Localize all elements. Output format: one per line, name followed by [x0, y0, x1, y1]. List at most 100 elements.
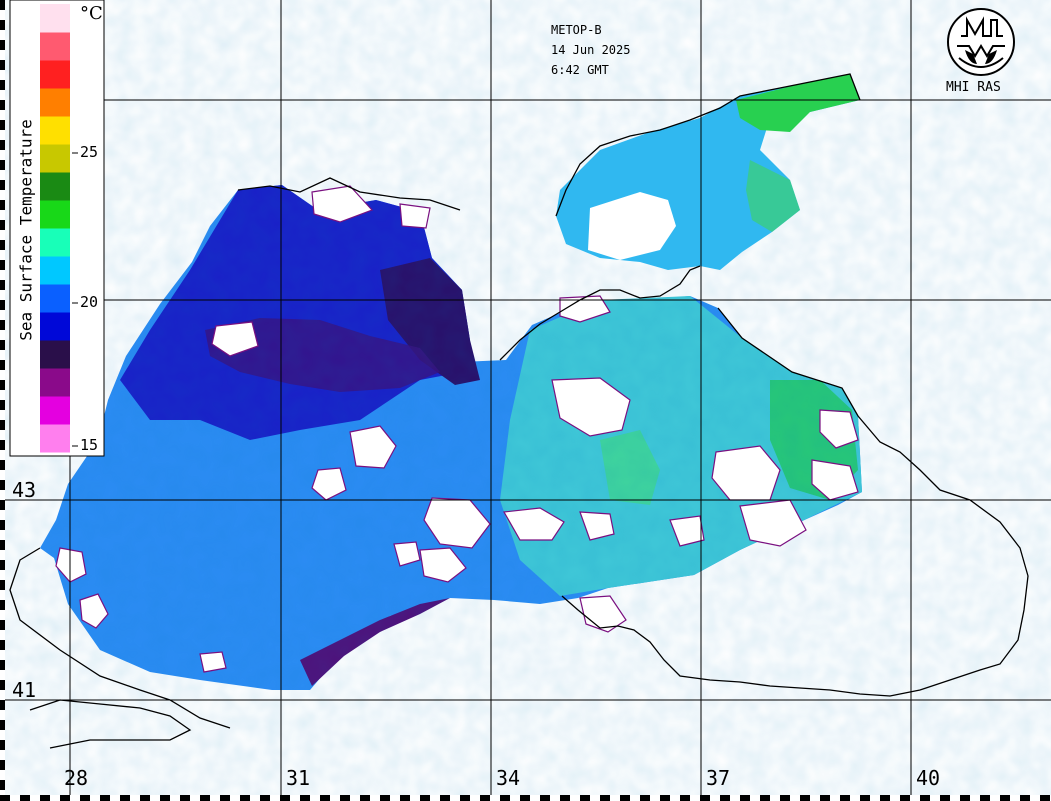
scale-segment: [300, 795, 310, 801]
scale-segment: [660, 795, 670, 801]
scale-segment: [0, 100, 5, 110]
scale-segment: [790, 795, 800, 801]
colorbar-tick-label: 20: [80, 293, 99, 311]
cloud-patch: [349, 425, 397, 469]
cloud-patch: [55, 547, 87, 583]
logo-label: MHI RAS: [946, 80, 1001, 95]
cloud-patch: [311, 467, 347, 501]
latitude-label: 41: [12, 678, 37, 702]
scale-segment: [610, 795, 620, 801]
scale-segment: [70, 795, 80, 801]
satellite-name: METOP-B: [551, 23, 602, 37]
scale-segment: [0, 795, 10, 801]
scale-segment: [580, 795, 590, 801]
cloud-patch: [579, 511, 615, 541]
scale-segment: [0, 640, 5, 650]
colorbar-tick-label: 25: [80, 143, 99, 161]
cloud-patch: [79, 593, 109, 629]
scale-segment: [0, 80, 5, 90]
colorbar-bands: [40, 4, 70, 453]
scale-segment: [750, 795, 760, 801]
scale-segment: [0, 90, 5, 100]
longitude-label: 37: [706, 766, 731, 790]
scale-segment: [680, 795, 690, 801]
scale-segment: [0, 750, 5, 760]
scale-segment: [930, 795, 940, 801]
cloud-patch: [399, 203, 431, 229]
azov-cloud: [588, 192, 676, 260]
scale-segment: [490, 795, 500, 801]
scale-segment: [890, 795, 900, 801]
coastlines: [9, 73, 1029, 749]
scale-segment: [820, 795, 830, 801]
scale-segment: [0, 220, 5, 230]
scale-segment: [170, 795, 180, 801]
scale-segment: [0, 730, 5, 740]
scale-segment: [0, 580, 5, 590]
scale-segment: [230, 795, 240, 801]
scale-segment: [190, 795, 200, 801]
colorbar-band: [40, 200, 70, 229]
scale-segment: [440, 795, 450, 801]
scale-segment: [100, 795, 110, 801]
scale-segment: [650, 795, 660, 801]
colorbar-band: [40, 340, 70, 369]
scale-segment: [0, 120, 5, 130]
scale-segment: [980, 795, 990, 801]
azov-warm-north: [736, 74, 860, 132]
scale-segment: [270, 795, 280, 801]
scale-segment: [1020, 795, 1030, 801]
scale-segment: [0, 200, 5, 210]
scale-segment: [0, 550, 5, 560]
scale-segment: [0, 270, 5, 280]
scale-segment: [740, 795, 750, 801]
scale-segment: [950, 795, 960, 801]
scale-segment: [0, 690, 5, 700]
scale-segment: [990, 795, 1000, 801]
scale-segment: [20, 795, 30, 801]
scale-segment: [540, 795, 550, 801]
scale-segment: [360, 795, 370, 801]
cloud-patch: [393, 541, 421, 567]
scale-segment: [0, 110, 5, 120]
scale-segment: [420, 795, 430, 801]
scale-segment: [0, 150, 5, 160]
scale-segment: [0, 230, 5, 240]
scale-segment: [0, 190, 5, 200]
colorbar-band: [40, 88, 70, 117]
scale-segment: [0, 140, 5, 150]
scale-segment: [60, 795, 70, 801]
cloud-patch: [669, 515, 705, 547]
scale-segment: [130, 795, 140, 801]
scale-segment: [920, 795, 930, 801]
colorbar-unit: °C: [80, 3, 103, 24]
scale-segment: [50, 795, 60, 801]
scale-segment: [560, 795, 570, 801]
scale-segment: [0, 600, 5, 610]
mhi-ras-logo-icon: [947, 8, 1015, 76]
colorbar: [9, 0, 105, 457]
scale-segment: [840, 795, 850, 801]
scale-segment: [370, 795, 380, 801]
scale-segment: [0, 720, 5, 730]
scale-segment: [1040, 795, 1050, 801]
frame-scale-bottom: [0, 795, 1051, 801]
scale-segment: [690, 795, 700, 801]
coastline-black-sea-east: [561, 307, 1029, 697]
scale-segment: [910, 795, 920, 801]
scale-segment: [940, 795, 950, 801]
scale-segment: [900, 795, 910, 801]
scale-segment: [0, 650, 5, 660]
colorbar-band: [40, 116, 70, 145]
scale-segment: [180, 795, 190, 801]
scale-segment: [160, 795, 170, 801]
scale-segment: [290, 795, 300, 801]
azov-warm-east: [746, 160, 800, 232]
scale-segment: [470, 795, 480, 801]
scale-segment: [430, 795, 440, 801]
scale-segment: [0, 160, 5, 170]
scale-segment: [0, 330, 5, 340]
